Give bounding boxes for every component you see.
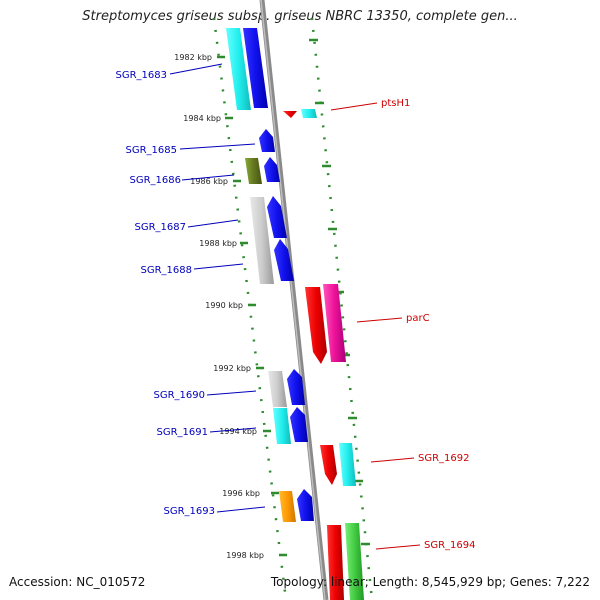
gene-sgr1690[interactable] bbox=[287, 369, 305, 405]
gene-label-sgr1688[interactable]: SGR_1688 bbox=[141, 265, 193, 276]
right-boundary-dotted-line bbox=[310, 17, 374, 600]
gene-sgr1692[interactable] bbox=[320, 445, 337, 485]
gene-sgr1683[interactable] bbox=[243, 28, 268, 108]
gene-label-sgr1691[interactable]: SGR_1691 bbox=[157, 427, 209, 438]
gene-sgr1687-gray[interactable] bbox=[250, 197, 274, 284]
gene-sgr1686[interactable] bbox=[264, 157, 280, 182]
left-leader-lines bbox=[169, 63, 266, 513]
gene-sgr1683-cyan[interactable] bbox=[226, 28, 251, 110]
gene-label-ptsh1[interactable]: ptsH1 bbox=[381, 98, 410, 109]
gene-parc[interactable] bbox=[305, 287, 327, 364]
gene-label-sgr1694[interactable]: SGR_1694 bbox=[424, 540, 476, 551]
gene-label-parc[interactable]: parC bbox=[406, 313, 430, 324]
left-boundary-dotted-line bbox=[212, 17, 288, 600]
left-gene-labels: SGR_1683 SGR_1685 SGR_1686 SGR_1687 SGR_… bbox=[116, 70, 216, 517]
kbp-tick-labels: 1982 kbp 1984 kbp 1986 kbp 1988 kbp 1990… bbox=[174, 53, 264, 560]
accession-label: Accession: NC_010572 bbox=[9, 575, 146, 589]
gene-label-sgr1683[interactable]: SGR_1683 bbox=[116, 70, 168, 81]
gene-label-sgr1685[interactable]: SGR_1685 bbox=[126, 145, 178, 156]
genome-summary-label: Topology: linear; Length: 8,545,929 bp; … bbox=[270, 575, 590, 589]
chromosome-backbone bbox=[259, 0, 329, 600]
kbp-label: 1988 kbp bbox=[199, 239, 237, 248]
kbp-label: 1982 kbp bbox=[174, 53, 212, 62]
gene-label-sgr1693[interactable]: SGR_1693 bbox=[164, 506, 216, 517]
kbp-label: 1998 kbp bbox=[226, 551, 264, 560]
gene-sgr1691-cyan[interactable] bbox=[273, 408, 291, 444]
gene-label-sgr1692[interactable]: SGR_1692 bbox=[418, 453, 470, 464]
gene-sgr1692-cyan[interactable] bbox=[339, 443, 356, 486]
left-major-ticks bbox=[217, 55, 287, 557]
gene-sgr1693-orange[interactable] bbox=[279, 491, 296, 522]
gene-sgr1694-green[interactable] bbox=[345, 523, 364, 600]
kbp-label: 1990 kbp bbox=[205, 301, 243, 310]
gene-sgr1688[interactable] bbox=[274, 239, 294, 281]
kbp-label: 1994 kbp bbox=[219, 427, 257, 436]
gene-parc-pink[interactable] bbox=[323, 284, 346, 362]
gene-sgr1685[interactable] bbox=[259, 129, 275, 152]
kbp-label: 1984 kbp bbox=[183, 114, 221, 123]
kbp-label: 1986 kbp bbox=[190, 177, 228, 186]
gene-ptsh1-cyan[interactable] bbox=[301, 109, 317, 118]
kbp-label: 1996 kbp bbox=[222, 489, 260, 498]
right-gene-labels: ptsH1 parC SGR_1692 SGR_1694 bbox=[381, 98, 476, 551]
gene-label-sgr1686[interactable]: SGR_1686 bbox=[130, 175, 182, 186]
right-leader-lines bbox=[330, 102, 421, 550]
gene-sgr1694[interactable] bbox=[327, 525, 344, 600]
genome-title: Streptomyces griseus subsp. griseus NBRC… bbox=[82, 9, 518, 24]
gene-sgr1686-olive[interactable] bbox=[245, 158, 262, 184]
right-strand-features bbox=[283, 109, 364, 600]
kbp-label: 1992 kbp bbox=[213, 364, 251, 373]
left-strand-features bbox=[226, 28, 314, 522]
gene-ptsh1[interactable] bbox=[283, 111, 297, 118]
gene-sgr1690-gray[interactable] bbox=[268, 371, 287, 407]
gene-sgr1687[interactable] bbox=[267, 196, 287, 238]
gene-label-sgr1687[interactable]: SGR_1687 bbox=[135, 222, 187, 233]
gene-sgr1691[interactable] bbox=[290, 407, 308, 442]
gene-label-sgr1690[interactable]: SGR_1690 bbox=[154, 390, 206, 401]
gene-sgr1693[interactable] bbox=[297, 489, 314, 521]
